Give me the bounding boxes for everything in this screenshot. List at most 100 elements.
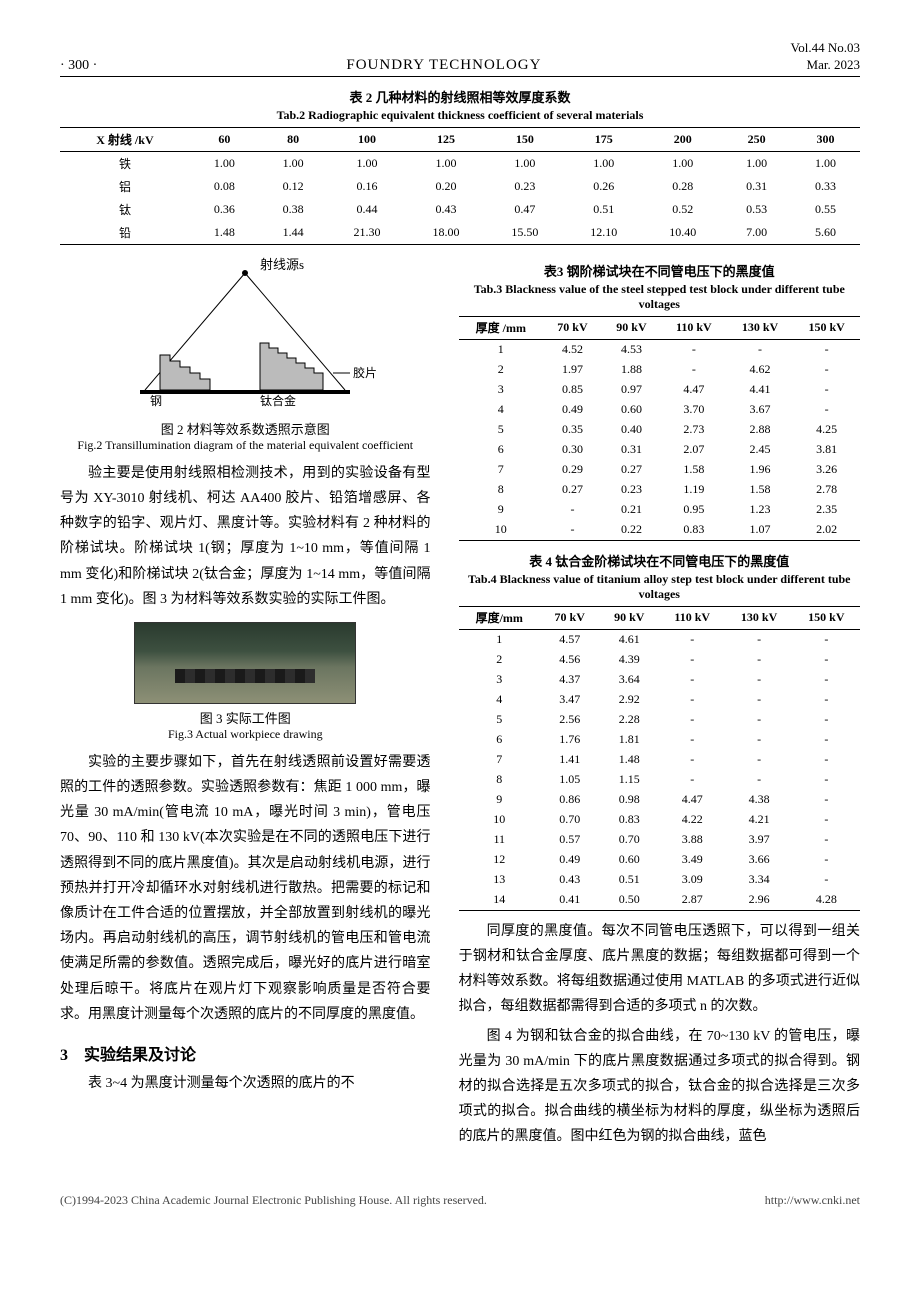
col-header: 150 kV <box>793 316 860 339</box>
table-cell: 11 <box>459 830 540 850</box>
table4: 厚度/mm70 kV90 kV110 kV130 kV150 kV 14.574… <box>459 606 860 911</box>
table3-title-zh: 表3 钢阶梯试块在不同管电压下的黑度值 <box>459 261 860 280</box>
table-cell: 3.67 <box>727 400 794 420</box>
table-cell: 9 <box>459 790 540 810</box>
date-line: Mar. 2023 <box>791 57 860 74</box>
col-header: 150 kV <box>793 606 860 629</box>
table-cell: 3.88 <box>659 830 725 850</box>
table-cell: 2.78 <box>793 480 860 500</box>
col-header: 90 kV <box>602 316 661 339</box>
table-cell: 10 <box>459 810 540 830</box>
table-cell: 1.19 <box>661 480 727 500</box>
table-cell: - <box>659 730 725 750</box>
table-row: 24.564.39--- <box>459 650 860 670</box>
table-cell: 0.55 <box>791 198 860 221</box>
table-cell: - <box>793 360 860 380</box>
table-row: 52.562.28--- <box>459 710 860 730</box>
table-cell: 1.00 <box>407 151 486 175</box>
fig2-steel-block <box>160 355 210 390</box>
fig2-caption-en: Fig.2 Transillumination diagram of the m… <box>60 438 431 453</box>
footer-url: http://www.cnki.net <box>765 1193 860 1208</box>
table-cell: 6 <box>459 730 540 750</box>
table-cell: 2.02 <box>793 520 860 541</box>
table-cell: 1.00 <box>722 151 791 175</box>
table-cell: 1.76 <box>540 730 600 750</box>
table-cell: 4.22 <box>659 810 725 830</box>
table-cell: 3.70 <box>661 400 727 420</box>
table3-title-en: Tab.3 Blackness value of the steel stepp… <box>459 282 860 312</box>
table-cell: 0.53 <box>722 198 791 221</box>
table-cell: 3 <box>459 380 543 400</box>
fig2-label-steel: 钢 <box>150 394 162 408</box>
table-cell: 2 <box>459 650 540 670</box>
fig2-label-film: 胶片 <box>353 365 377 380</box>
table-cell: 0.49 <box>543 400 602 420</box>
table-cell: 0.26 <box>564 175 643 198</box>
table-cell: 8 <box>459 480 543 500</box>
col-header: 厚度/mm <box>459 606 540 629</box>
col-header: 80 <box>259 127 328 151</box>
col-header: 175 <box>564 127 643 151</box>
table-cell: - <box>725 650 792 670</box>
table-cell: 7.00 <box>722 221 791 245</box>
table-cell: 3.47 <box>540 690 600 710</box>
table-cell: 0.31 <box>722 175 791 198</box>
table-cell: 0.70 <box>540 810 600 830</box>
paragraph-5: 图 4 为钢和钛合金的拟合曲线，在 70~130 kV 的管电压，曝光量为 30… <box>459 1024 860 1150</box>
paragraph-1: 验主要是使用射线照相检测技术，用到的实验设备有型号为 XY-3010 射线机、柯… <box>60 461 431 612</box>
table-cell: - <box>793 870 860 890</box>
table-cell: 3.81 <box>793 440 860 460</box>
paragraph-3: 表 3~4 为黑度计测量每个次透照的底片的不 <box>60 1071 431 1096</box>
table-cell: 0.08 <box>190 175 259 198</box>
table-cell: 0.52 <box>643 198 722 221</box>
table-cell: - <box>793 339 860 360</box>
table-cell: 1.81 <box>599 730 659 750</box>
table-cell: 0.27 <box>543 480 602 500</box>
table-cell: - <box>793 690 860 710</box>
table-cell: 1.48 <box>190 221 259 245</box>
table2-title-en: Tab.2 Radiographic equivalent thickness … <box>60 108 860 123</box>
table-cell: 铅 <box>60 221 190 245</box>
table-cell: 1.05 <box>540 770 600 790</box>
table-cell: 4.41 <box>727 380 794 400</box>
table-cell: 0.30 <box>543 440 602 460</box>
table-cell: - <box>725 670 792 690</box>
table-cell: - <box>793 710 860 730</box>
table-cell: 0.35 <box>543 420 602 440</box>
table-cell: 3.64 <box>599 670 659 690</box>
table-cell: 1.00 <box>564 151 643 175</box>
table-cell: - <box>659 690 725 710</box>
figure3-photo <box>134 622 356 704</box>
section-3-heading: 3 实验结果及讨论 <box>60 1041 431 1065</box>
table-cell: 4.53 <box>602 339 661 360</box>
table-cell: - <box>793 830 860 850</box>
table-cell: 0.50 <box>599 890 659 911</box>
table-cell: 1.07 <box>727 520 794 541</box>
table-cell: - <box>661 339 727 360</box>
table-cell: - <box>793 629 860 650</box>
table3: 厚度 /mm70 kV90 kV110 kV130 kV150 kV 14.52… <box>459 316 860 541</box>
table-cell: 0.20 <box>407 175 486 198</box>
table-cell: - <box>793 770 860 790</box>
table-cell: 0.40 <box>602 420 661 440</box>
figure2-diagram: 射线源s 钢 钛合金 胶片 <box>105 255 385 415</box>
table-cell: 4.47 <box>659 790 725 810</box>
table-cell: 0.98 <box>599 790 659 810</box>
table-cell: 13 <box>459 870 540 890</box>
table-row: 钛0.360.380.440.430.470.510.520.530.55 <box>60 198 860 221</box>
table-cell: 2.73 <box>661 420 727 440</box>
table-cell: 2.28 <box>599 710 659 730</box>
fig2-label-ti: 钛合金 <box>260 393 296 408</box>
table-cell: - <box>659 629 725 650</box>
table-cell: 0.85 <box>543 380 602 400</box>
table-cell: 1.96 <box>727 460 794 480</box>
table-cell: - <box>793 670 860 690</box>
table-cell: - <box>725 710 792 730</box>
table-cell: 0.43 <box>407 198 486 221</box>
table-row: 34.373.64--- <box>459 670 860 690</box>
col-header: 130 kV <box>727 316 794 339</box>
table-row: 110.570.703.883.97- <box>459 830 860 850</box>
table-cell: - <box>661 360 727 380</box>
table-cell: 2.96 <box>725 890 792 911</box>
table-row: 21.971.88-4.62- <box>459 360 860 380</box>
